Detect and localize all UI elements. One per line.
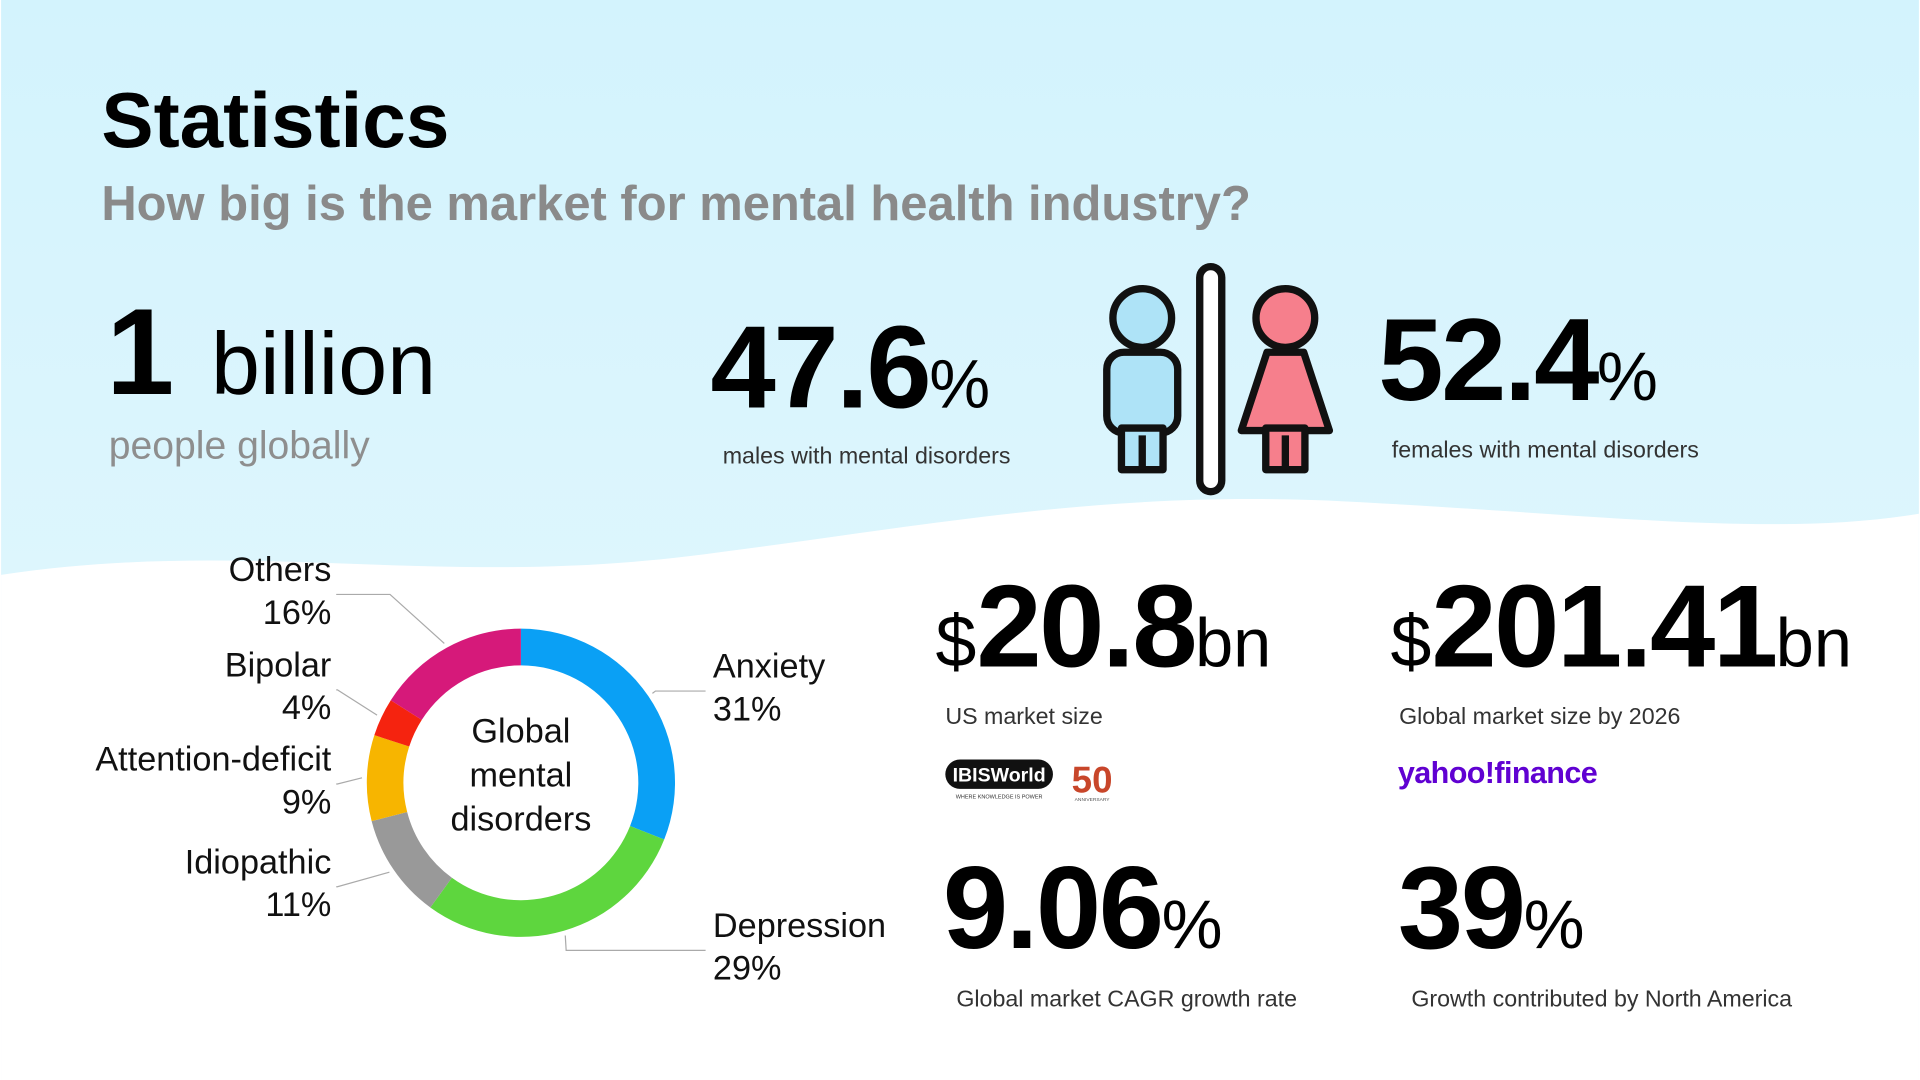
leader-line [336,593,445,644]
slice-value: 4% [282,689,331,727]
stat: $201.41bn [1391,561,1852,692]
donut-slice [430,826,665,937]
ibisworld-logo: IBISWorld WHERE KNOWLEDGE IS POWER 50 AN… [945,759,1113,803]
headline-number: 1 [106,283,174,420]
female-dress [1237,348,1334,435]
male-body [1103,348,1182,437]
leader-line [564,935,706,951]
slice-label: Depression [713,907,886,945]
stat: 39% [1398,842,1585,973]
divider [1196,262,1226,496]
slice-value: 31% [713,690,782,728]
slice-label: Attention-deficit [95,741,331,779]
stat-number: 52.4 [1378,294,1599,425]
stat: 9.06% [943,842,1223,973]
male-head [1109,284,1176,352]
stat: 47.6% [710,301,990,432]
stat-label: US market size [945,703,1102,729]
stat-label: males with mental disorders [723,443,1011,469]
stat: $20.8bn [936,561,1272,692]
stat-label: females with mental disorders [1392,436,1699,462]
donut-center-label: Global mental disorders [450,711,592,838]
stat: 52.4% [1378,294,1658,425]
slice-value: 11% [265,886,331,924]
leader-line [336,777,363,785]
logo-badge: 50 [1072,760,1113,801]
slice-value: 16% [263,594,332,632]
logo-name: IBISWorld [953,765,1046,787]
stat-label: Global market size by 2026 [1399,703,1680,729]
yahoo-logo: yahoo!finance [1398,756,1597,790]
stat-label: Global market CAGR growth rate [956,986,1297,1012]
leader-line [652,690,706,694]
headline-unit: billion [211,314,436,413]
stat-unit: bn [1776,605,1852,682]
stat-number: 39 [1398,842,1524,973]
stat-unit: % [929,345,990,422]
stat-unit: % [1524,886,1585,963]
leader-line [336,689,378,716]
stat-unit: % [1162,886,1223,963]
logo-badge-label: ANNIVERSARY [1075,797,1111,803]
title: Statistics [101,76,449,164]
slice-label: Idiopathic [185,843,332,881]
donut-slice [520,628,676,840]
stat-prefix: $ [936,601,977,683]
slice-label: Anxiety [713,648,826,686]
slice-label: Others [229,551,332,589]
stat-unit: bn [1195,605,1271,682]
slice-label: Bipolar [225,646,332,684]
slice-value: 29% [713,950,782,988]
donut-slice [374,700,422,747]
female-head [1252,284,1319,352]
stat-number: 9.06 [943,842,1162,973]
donut-slice [371,811,452,908]
stat-number: 47.6 [710,301,929,432]
stat-prefix: $ [1391,601,1432,683]
gender-icon [1103,262,1334,496]
donut-center: Global mental disorders [450,711,592,838]
logo-pill [945,759,1053,789]
donut-slice [390,628,521,720]
slice-value: 9% [282,783,331,821]
stat-number: 201.41 [1431,561,1776,692]
stat-number: 20.8 [976,561,1195,692]
headline: 1 billion [106,283,436,420]
subtitle: How big is the market for mental health … [101,177,1250,231]
headline-label: people globally [109,425,370,468]
stat-unit: % [1597,338,1658,415]
leader-line [336,871,390,888]
logo-tagline: WHERE KNOWLEDGE IS POWER [956,795,1043,801]
donut-slice [366,735,410,822]
stat-label: Growth contributed by North America [1411,986,1792,1012]
